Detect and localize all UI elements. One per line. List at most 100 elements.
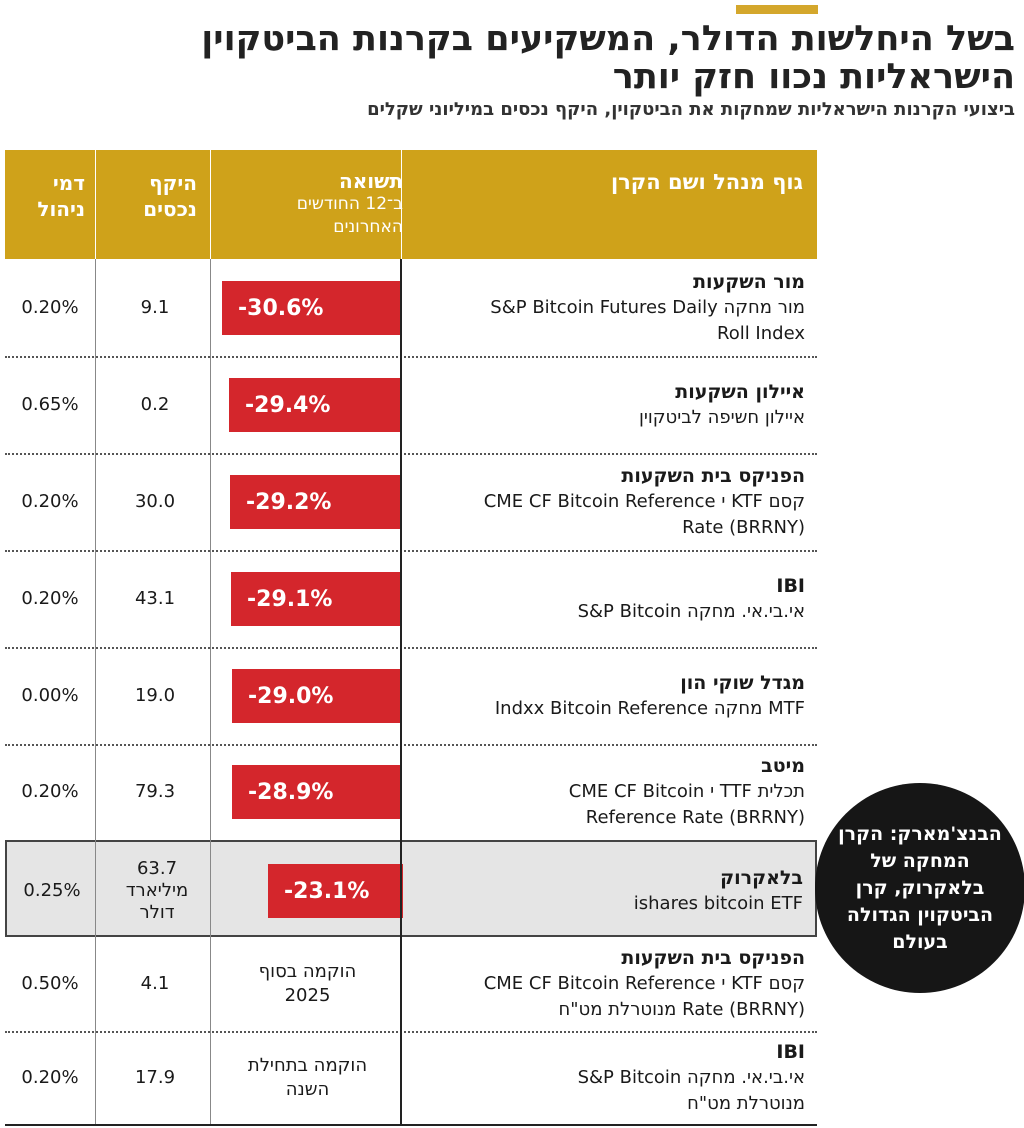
table-row: הפניקס בית השקעות קסם KTF י CME CF Bitcoi…: [5, 453, 817, 550]
return-bar: -28.9%: [232, 765, 401, 819]
fund-cell: בלאקרוק ishares bitcoin ETF: [634, 865, 803, 917]
management-fee: 0.25%: [23, 880, 81, 901]
row-separator: [5, 647, 817, 649]
table-row: IBI אי.בי.אי. מחקה S&P Bitcoin מנוטרלת מט"…: [5, 1031, 817, 1125]
row-separator: [5, 356, 817, 358]
fund-description: אי.בי.אי. מחקה S&P Bitcoin: [577, 601, 805, 622]
fund-description: איילון חשיפה לביטקוין: [638, 407, 805, 428]
funds-table: מור השקעות מור מחקה S&P Bitcoin Futures D…: [5, 259, 817, 1125]
return-bar: -29.0%: [232, 669, 401, 723]
launch-note: הוקמה בסוף 2025: [215, 960, 400, 1008]
fund-manager: איילון השקעות: [675, 381, 805, 403]
fund-description: תכלית TTF י CME CF Bitcoin: [568, 781, 805, 802]
fund-cell: IBI אי.בי.אי. מחקה S&P Bitcoin: [578, 573, 805, 625]
fund-description: קסם KTF י CME CF Bitcoin Reference: [483, 491, 805, 512]
aum-line: 63.7: [136, 858, 178, 879]
fund-description: MTF מחקה Indxx Bitcoin Reference: [494, 698, 805, 719]
table-row: מיטב תכלית TTF י CME CF Bitcoin Reference …: [5, 744, 817, 840]
management-fee: 0.50%: [21, 973, 79, 994]
management-fee: 0.20%: [21, 491, 79, 512]
fund-manager: IBI: [776, 575, 805, 597]
fund-manager: הפניקס בית השקעות: [621, 465, 805, 487]
column-divider: [95, 259, 96, 1125]
aum-value: 43.1: [134, 588, 176, 609]
launch-note-line: הוקמה בתחילת: [247, 1055, 368, 1076]
aum-value: 9.1: [140, 297, 170, 318]
management-fee: 0.20%: [21, 588, 79, 609]
header-fee-line-1: דמי: [52, 171, 85, 195]
fund-description: קסם KTF י CME CF Bitcoin Reference: [483, 973, 805, 994]
chart-subtitle: ביצועי הקרנות הישראליות שמחקות את הביטקו…: [367, 99, 1015, 120]
fund-manager: מור השקעות: [693, 271, 805, 293]
fund-cell: הפניקס בית השקעות קסם KTF י CME CF Bitcoi…: [484, 945, 805, 1023]
fund-cell: מיטב תכלית TTF י CME CF Bitcoin Reference …: [569, 753, 805, 831]
management-fee: 0.20%: [21, 1067, 79, 1088]
header-aum-line-1: היקף: [149, 171, 197, 195]
aum-value: 79.3: [134, 781, 176, 802]
table-row: מור השקעות מור מחקה S&P Bitcoin Futures D…: [5, 259, 817, 356]
aum-value: 63.7 מיליארד דולר: [102, 858, 212, 924]
return-bar: -30.6%: [222, 281, 401, 335]
header-return-line-1: תשואה: [339, 169, 403, 193]
header-return: תשואה ב־12 החודשים האחרונים: [297, 170, 403, 239]
title-line-2: הישראליות נכוו חזק יותר: [612, 57, 1015, 97]
launch-note-line: הוקמה בסוף: [258, 961, 357, 982]
header-return-line-2: ב־12 החודשים: [296, 194, 403, 214]
header-fund: גוף מנהל ושם הקרן: [610, 170, 803, 194]
aum-value: 0.2: [140, 394, 170, 415]
row-separator: [5, 550, 817, 552]
fund-cell: IBI אי.בי.אי. מחקה S&P Bitcoin מנוטרלת מט"…: [578, 1039, 805, 1117]
aum-value: 30.0: [134, 491, 176, 512]
header-aum-line-2: נכסים: [143, 197, 197, 221]
fund-description: אי.בי.אי. מחקה S&P Bitcoin: [577, 1067, 805, 1088]
header-fee-line-2: ניהול: [37, 197, 85, 221]
fund-description: מור מחקה S&P Bitcoin Futures Daily: [490, 297, 805, 318]
table-row: איילון השקעות איילון חשיפה לביטקוין -29.4%…: [5, 356, 817, 453]
management-fee: 0.20%: [21, 297, 79, 318]
table-row: הפניקס בית השקעות קסם KTF י CME CF Bitcoi…: [5, 937, 817, 1031]
fund-cell: הפניקס בית השקעות קסם KTF י CME CF Bitcoi…: [484, 463, 805, 541]
launch-note: הוקמה בתחילת השנה: [215, 1054, 400, 1102]
callout-text: הבנצ'מארק: הקרן המחקה של בלאקרוק, קרן הב…: [838, 822, 1002, 953]
header-divider: [95, 150, 96, 259]
launch-note-line: השנה: [285, 1079, 330, 1100]
return-bar: -29.1%: [231, 572, 401, 626]
header-return-line-3: האחרונים: [333, 217, 403, 237]
chart-title: בשל היחלשות הדולר, המשקיעים בקרנות הביטק…: [15, 20, 1015, 96]
fund-manager: הפניקס בית השקעות: [621, 947, 805, 969]
header-divider: [401, 150, 402, 259]
fund-manager: מיטב: [761, 755, 805, 777]
column-divider: [210, 259, 211, 1125]
return-bar: -23.1%: [268, 864, 403, 918]
aum-line: דולר: [139, 902, 175, 923]
aum-line: מיליארד: [125, 880, 189, 901]
fund-manager: מגדל שוקי הון: [680, 672, 805, 694]
aum-value: 17.9: [134, 1067, 176, 1088]
aum-value: 19.0: [134, 685, 176, 706]
return-bar: -29.2%: [230, 475, 401, 529]
benchmark-callout: הבנצ'מארק: הקרן המחקה של בלאקרוק, קרן הב…: [815, 783, 1024, 993]
fund-cell: מור השקעות מור מחקה S&P Bitcoin Futures D…: [490, 269, 805, 347]
title-line-1: בשל היחלשות הדולר, המשקיעים בקרנות הביטק…: [201, 19, 1015, 59]
fund-description: ishares bitcoin ETF: [633, 893, 803, 914]
fund-description-cont: Rate (BRRNY): [682, 517, 805, 538]
fund-cell: איילון השקעות איילון חשיפה לביטקוין: [639, 379, 805, 431]
header-divider: [210, 150, 211, 259]
table-row: מגדל שוקי הון MTF מחקה Indxx Bitcoin Refe…: [5, 647, 817, 744]
fund-cell: מגדל שוקי הון MTF מחקה Indxx Bitcoin Refe…: [495, 670, 805, 722]
management-fee: 0.00%: [21, 685, 79, 706]
row-separator: [5, 453, 817, 455]
management-fee: 0.20%: [21, 781, 79, 802]
accent-bar: [736, 5, 818, 14]
aum-value: 4.1: [140, 973, 170, 994]
row-separator: [5, 744, 817, 746]
header-fee: דמי ניהול: [37, 170, 85, 222]
return-bar: -29.4%: [229, 378, 401, 432]
launch-note-line: 2025: [284, 985, 331, 1006]
column-divider-main: [400, 259, 402, 1125]
fund-description-cont: Roll Index: [717, 323, 805, 344]
fund-manager: IBI: [776, 1041, 805, 1063]
table-row: בלאקרוק ishares bitcoin ETF -23.1% 63.7 מילי…: [5, 840, 817, 937]
fund-manager: בלאקרוק: [720, 867, 803, 889]
table-row: IBI אי.בי.אי. מחקה S&P Bitcoin -29.1% 43.1 0…: [5, 550, 817, 647]
